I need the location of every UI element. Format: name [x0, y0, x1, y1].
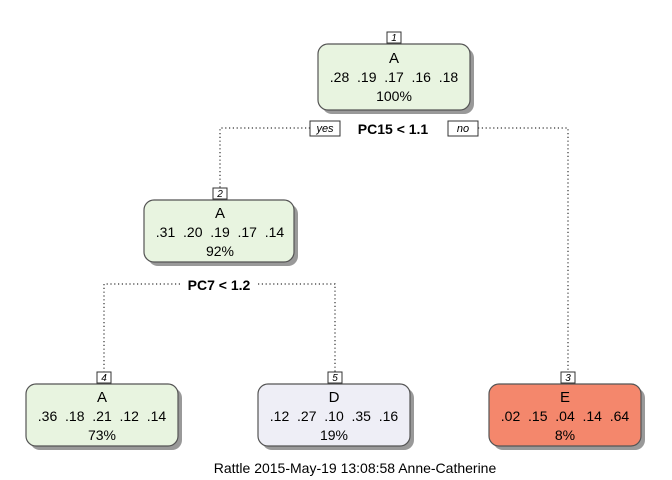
- node-class: A: [389, 50, 399, 67]
- split-label: PC7 < 1.2: [188, 277, 251, 293]
- edge-2-4: [103, 283, 180, 372]
- node-number: 5: [332, 373, 338, 384]
- split-2: PC7 < 1.2: [188, 277, 251, 293]
- node-class: A: [97, 389, 107, 406]
- no-label: no: [457, 123, 469, 135]
- node-percent: 100%: [376, 88, 412, 104]
- split-1: yes PC15 < 1.1 no: [309, 120, 479, 137]
- edge-1-2: [219, 127, 310, 188]
- tree-node-5: 5 D .12 .27 .10 .35 .16 19%: [257, 371, 414, 450]
- yes-label: yes: [315, 123, 334, 135]
- node-probs: .02 .15 .04 .14 .64: [501, 408, 630, 424]
- split-label: PC15 < 1.1: [358, 121, 429, 137]
- tree-node-3: 3 E .02 .15 .04 .14 .64 8%: [488, 371, 645, 450]
- node-class: A: [215, 205, 225, 222]
- node-percent: 8%: [555, 427, 575, 443]
- node-probs: .12 .27 .10 .35 .16: [270, 408, 399, 424]
- node-number: 3: [565, 373, 571, 384]
- node-number: 1: [391, 33, 397, 44]
- tree-node-2: 2 A .31 .20 .19 .17 .14 92%: [143, 187, 298, 266]
- edge-2-5: [258, 283, 336, 372]
- tree-node-4: 4 A .36 .18 .21 .12 .14 73%: [25, 371, 182, 450]
- node-percent: 19%: [320, 427, 348, 443]
- node-class: D: [329, 389, 340, 406]
- node-probs: .31 .20 .19 .17 .14: [156, 224, 285, 240]
- node-number: 2: [216, 189, 223, 200]
- node-probs: .36 .18 .21 .12 .14: [38, 408, 167, 424]
- node-percent: 92%: [206, 243, 234, 259]
- node-class: E: [560, 389, 570, 406]
- tree-node-1: 1 A .28 .19 .17 .16 .18 100%: [317, 31, 474, 114]
- node-percent: 73%: [88, 427, 116, 443]
- node-probs: .28 .19 .17 .16 .18: [330, 69, 459, 85]
- caption: Rattle 2015-May-19 13:08:58 Anne-Catheri…: [214, 460, 497, 476]
- edge-1-3: [478, 127, 569, 372]
- node-number: 4: [101, 373, 107, 384]
